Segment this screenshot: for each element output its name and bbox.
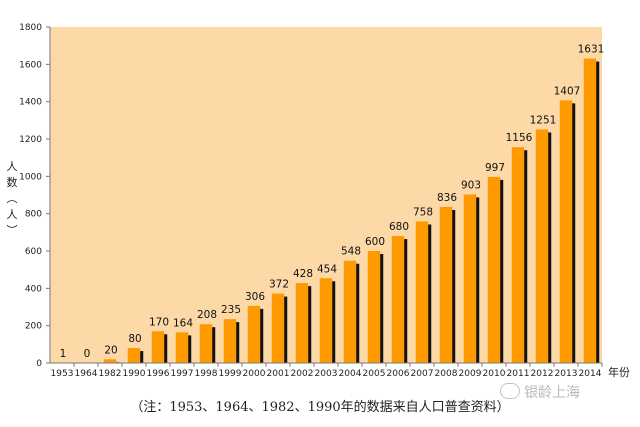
data-label: 428 — [293, 268, 313, 280]
x-tick-label: 1964 — [75, 369, 98, 379]
bar — [391, 236, 405, 363]
data-label: 170 — [149, 316, 169, 328]
data-label: 454 — [317, 263, 337, 275]
bar — [199, 324, 213, 363]
bar — [511, 147, 525, 363]
data-label: 20 — [104, 344, 117, 356]
bar — [127, 348, 141, 363]
x-tick-label: 2013 — [555, 369, 578, 379]
bar — [487, 176, 501, 363]
bar — [367, 251, 381, 363]
y-tick-label: 800 — [25, 210, 42, 220]
x-tick-label: 2008 — [435, 369, 458, 379]
data-label: 758 — [413, 207, 433, 219]
x-tick-label: 1999 — [219, 369, 242, 379]
data-label: 1631 — [578, 44, 605, 56]
data-label: 1156 — [506, 132, 533, 144]
y-tick-label: 1000 — [19, 172, 42, 182]
data-label: 600 — [365, 236, 385, 248]
x-tick-label: 2009 — [459, 369, 482, 379]
x-tick-label: 2007 — [411, 369, 434, 379]
y-tick-label: 600 — [25, 247, 42, 257]
y-tick-label: 1400 — [19, 98, 42, 108]
bar — [535, 129, 549, 363]
bar — [439, 206, 453, 363]
y-tick-label: 400 — [25, 284, 42, 294]
y-axis: 0 200 400 600 800 1000 1200 1400 1600 1800 — [19, 23, 51, 369]
data-label: 903 — [461, 179, 481, 191]
data-label: 0 — [84, 348, 91, 360]
bar — [319, 278, 333, 363]
bar — [247, 305, 261, 363]
x-tick-label: 2012 — [531, 369, 554, 379]
x-axis-title: 年份 — [608, 365, 630, 379]
x-tick-label: 2001 — [267, 369, 290, 379]
x-axis: 1953 1964 1982 1990 1996 1997 1998 1999 2000 2001… — [50, 362, 603, 379]
data-label: 836 — [437, 192, 457, 204]
bar — [559, 100, 573, 364]
x-tick-label: 2005 — [363, 369, 386, 379]
x-tick-label: 2006 — [387, 369, 410, 379]
x-tick-label: 2011 — [507, 369, 530, 379]
data-label: 1251 — [530, 114, 557, 126]
x-tick-label: 2000 — [243, 369, 266, 379]
x-tick-label: 1997 — [171, 369, 194, 379]
footnote: （注：1953、1964、1982、1990年的数据来自人口普查资料） — [130, 400, 510, 415]
bar — [295, 283, 309, 363]
bar — [103, 359, 117, 363]
x-tick-label: 2014 — [579, 369, 602, 379]
x-tick-label: 2010 — [483, 369, 506, 379]
x-tick-label: 1998 — [195, 369, 218, 379]
data-label: 548 — [341, 246, 361, 258]
data-label: 680 — [389, 221, 409, 233]
data-label: 1 — [60, 348, 67, 360]
bar — [583, 58, 597, 364]
data-label: 997 — [485, 162, 505, 174]
data-label: 372 — [269, 279, 289, 291]
data-label: 164 — [173, 317, 193, 329]
x-tick-label: 1990 — [123, 369, 146, 379]
bar — [463, 194, 477, 363]
data-label: 306 — [245, 291, 265, 303]
data-label: 235 — [221, 304, 241, 316]
x-tick-label: 1953 — [51, 369, 74, 379]
y-tick-label: 0 — [36, 359, 42, 369]
bar — [415, 221, 429, 363]
bar — [175, 332, 189, 363]
bar — [151, 331, 165, 363]
watermark: 银龄上海 — [500, 382, 580, 402]
data-label: 208 — [197, 309, 217, 321]
data-labels: 1 0 20 80 170 164 208 235 306 372 428 454 548 600 680 7… — [60, 44, 605, 360]
y-tick-label: 1600 — [19, 60, 42, 70]
bar — [223, 319, 237, 363]
x-tick-label: 1996 — [147, 369, 170, 379]
data-label: 80 — [128, 333, 141, 345]
x-tick-label: 2002 — [291, 369, 314, 379]
y-tick-label: 200 — [25, 322, 42, 332]
y-axis-title: 人数︵人︶ — [7, 160, 18, 237]
wechat-icon — [500, 383, 520, 399]
y-tick-label: 1800 — [19, 23, 42, 33]
watermark-text: 银龄上海 — [524, 385, 580, 401]
bar — [343, 260, 357, 363]
x-tick-label: 2003 — [315, 369, 338, 379]
y-tick-label: 1200 — [19, 135, 42, 145]
x-tick-label: 2004 — [339, 369, 362, 379]
data-label: 1407 — [554, 85, 581, 97]
bar — [271, 293, 285, 363]
bars — [55, 58, 600, 364]
x-tick-label: 1982 — [99, 369, 122, 379]
